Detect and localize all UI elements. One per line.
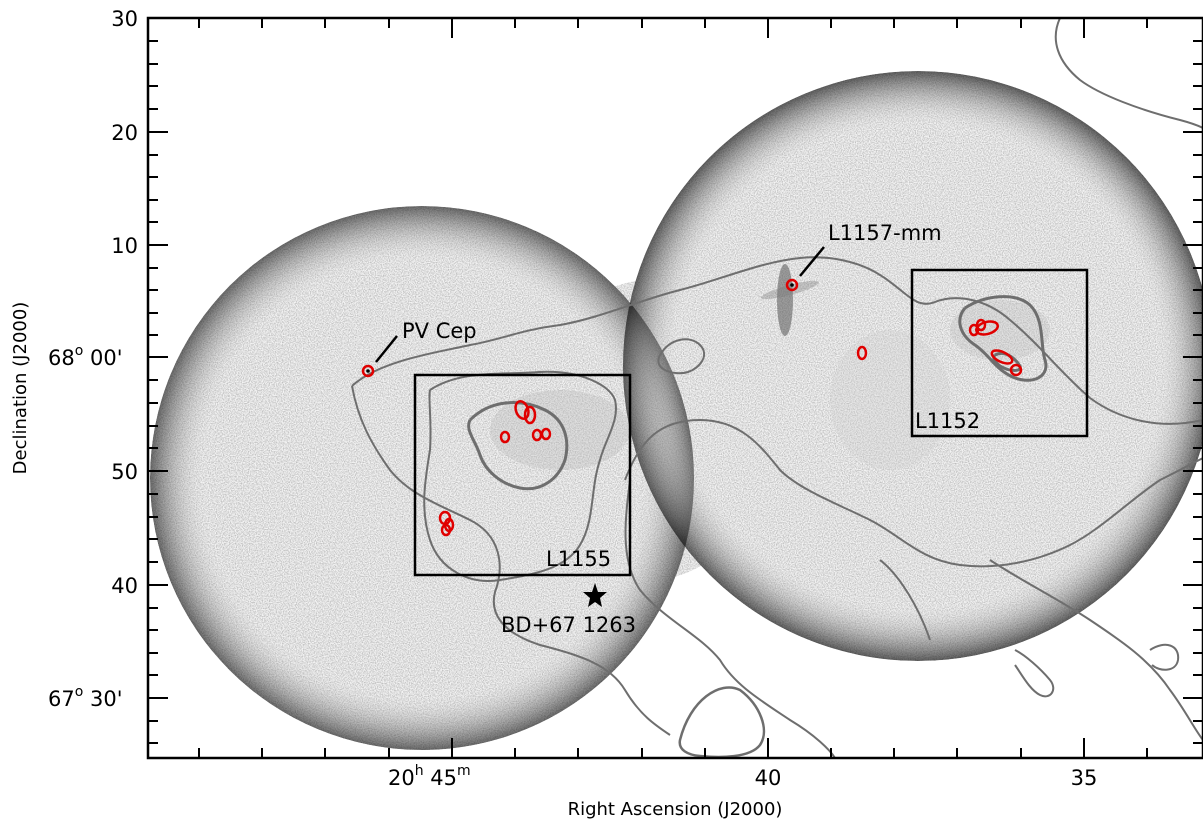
y-tick-label-50: 50 xyxy=(111,460,138,484)
y-tick-label-68-00: 68o 00' xyxy=(48,343,122,370)
y-tick-label-67-30: 67o 30' xyxy=(48,684,122,711)
label-l1157mm: L1157-mm xyxy=(828,221,942,245)
y-tick-label-40: 40 xyxy=(111,574,138,598)
label-l1152: L1152 xyxy=(915,409,980,433)
label-pv-cep: PV Cep xyxy=(402,319,477,343)
map-image xyxy=(100,18,1203,790)
x-tick-label-20h45m: 20h 45m xyxy=(388,763,471,790)
label-bd67: BD+67 1263 xyxy=(501,613,636,637)
x-axis-title: Right Ascension (J2000) xyxy=(568,799,783,820)
y-tick-label-30: 30 xyxy=(111,7,138,31)
x-tick-label-40: 40 xyxy=(755,766,782,790)
label-l1155: L1155 xyxy=(546,547,611,571)
y-tick-label-10: 10 xyxy=(111,234,138,258)
y-axis-title: Declination (J2000) xyxy=(10,302,31,475)
x-tick-label-35: 35 xyxy=(1071,766,1098,790)
y-tick-label-20: 20 xyxy=(111,121,138,145)
